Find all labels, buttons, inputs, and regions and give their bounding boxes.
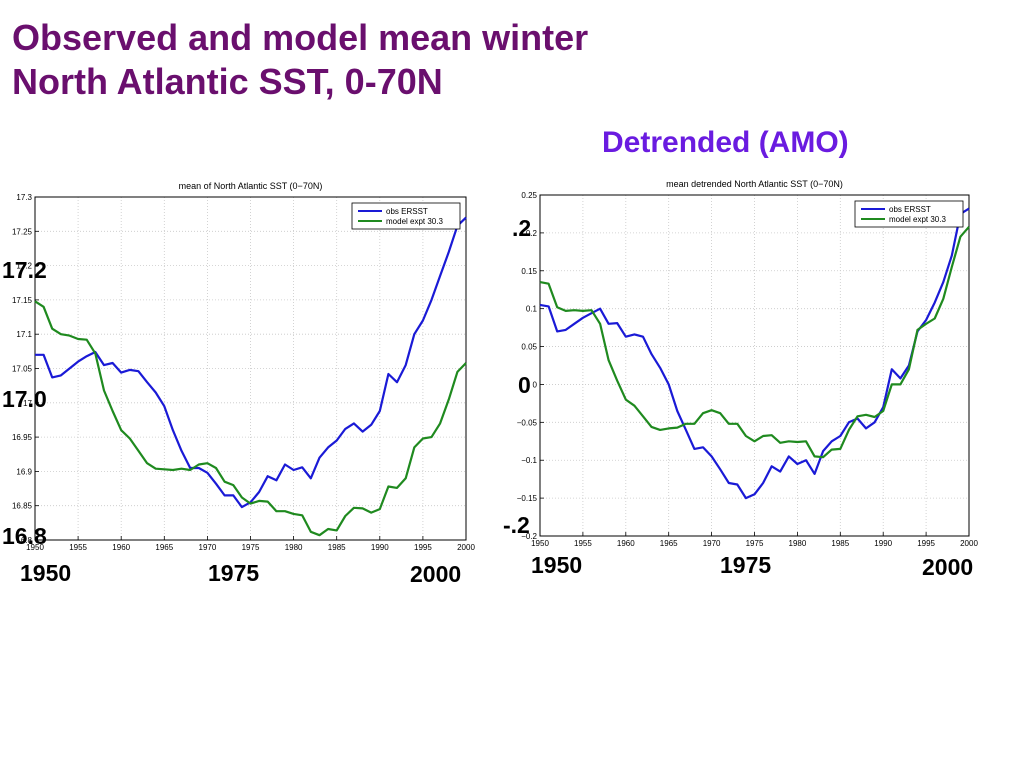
right-overlay-x-label: 2000 [922, 554, 974, 580]
right-overlay-x-label: 1950 [531, 552, 583, 578]
right-x-tick-label: 1985 [831, 539, 849, 548]
left-y-tick-label: 16.8 [16, 536, 32, 545]
left-overlay-y-label: 16.8 [2, 523, 47, 549]
right-x-tick-label: 1965 [660, 539, 678, 548]
left-y-tick-label: 16.9 [16, 467, 32, 476]
right-series-line-obs [539, 207, 970, 500]
left-axes-frame [34, 196, 467, 541]
left-x-tick-label: 1950 [26, 543, 44, 552]
slide-subtitle: Detrended (AMO) [602, 126, 849, 159]
right-x-tick-label: 1950 [531, 539, 549, 548]
right-legend-box [854, 200, 964, 228]
left-overlay-y-label: 17.2 [2, 257, 47, 283]
left-x-tick-label: 1970 [199, 543, 217, 552]
right-overlay-y-label: 0 [518, 372, 531, 398]
right-y-tick-label: 0 [533, 380, 538, 389]
left-series-line-model [34, 300, 467, 537]
left-overlay-x-label: 1975 [208, 560, 260, 586]
right-x-tick-label: 1960 [617, 539, 635, 548]
right-y-tick-label: 0.1 [526, 305, 538, 314]
left-y-tick-label: 17.2 [16, 262, 32, 271]
left-y-tick-label: 17.15 [12, 296, 33, 305]
right-y-tick-label: 0.2 [526, 229, 538, 238]
left-x-tick-label: 1965 [155, 543, 173, 552]
right-y-tick-label: 0.05 [521, 343, 537, 352]
left-legend-box [351, 202, 461, 230]
left-x-tick-label: 1960 [112, 543, 130, 552]
left-y-tick-label: 16.85 [12, 502, 33, 511]
left-x-tick-label: 1985 [328, 543, 346, 552]
right-chart: mean detrended North Atlantic SST (0−70N… [510, 176, 982, 548]
right-y-tick-label: 0.25 [521, 191, 537, 200]
right-axes-frame [539, 194, 970, 537]
right-y-tick-label: −0.1 [521, 456, 537, 465]
right-x-tick-label: 1975 [746, 539, 764, 548]
left-y-tick-label: 17 [23, 399, 32, 408]
right-x-tick-label: 2000 [960, 539, 978, 548]
left-y-tick-label: 17.1 [16, 330, 32, 339]
left-chart-title: mean of North Atlantic SST (0−70N) [179, 181, 323, 191]
right-y-tick-label: −0.15 [517, 494, 538, 503]
left-y-tick-label: 17.05 [12, 365, 33, 374]
right-x-tick-label: 1955 [574, 539, 592, 548]
left-x-tick-label: 1980 [285, 543, 303, 552]
left-overlay-y-label: 17.0 [2, 386, 47, 412]
left-chart: mean of North Atlantic SST (0−70N) 1950 19… [0, 178, 476, 552]
right-overlay-y-label: .2 [512, 215, 532, 241]
left-chart-background [0, 178, 476, 550]
right-y-tick-label: 0.15 [521, 267, 537, 276]
left-x-tick-label: 1990 [371, 543, 389, 552]
right-x-tick-label: 1990 [874, 539, 892, 548]
right-legend-label: obs ERSST [889, 205, 931, 214]
left-legend-label: obs ERSST [386, 207, 428, 216]
right-overlay-x-label: 1975 [720, 552, 772, 578]
right-legend-label: model expt 30.3 [889, 215, 946, 224]
right-y-tick-label: −0.2 [521, 532, 537, 541]
left-legend-label: model expt 30.3 [386, 217, 443, 226]
right-x-tick-label: 1970 [703, 539, 721, 548]
slide-title-line1: Observed and model mean winter [12, 17, 589, 58]
left-overlay-x-label: 2000 [410, 561, 462, 587]
right-overlay-y-label: -.2 [503, 512, 530, 538]
left-x-tick-label: 2000 [457, 543, 475, 552]
left-x-tick-label: 1975 [242, 543, 260, 552]
slide-title-line2: North Atlantic SST, 0-70N [12, 61, 443, 102]
right-series-line-model [539, 226, 970, 459]
slide-title: Observed and model mean winter North Atl… [12, 16, 588, 104]
left-x-tick-label: 1955 [69, 543, 87, 552]
right-y-tick-label: −0.05 [517, 418, 538, 427]
right-x-tick-label: 1980 [789, 539, 807, 548]
left-y-tick-label: 17.3 [16, 193, 32, 202]
right-chart-background [510, 176, 982, 542]
left-y-tick-label: 16.95 [12, 433, 33, 442]
right-x-tick-label: 1995 [917, 539, 935, 548]
left-overlay-x-label: 1950 [20, 560, 72, 586]
left-y-tick-label: 17.25 [12, 227, 33, 236]
left-x-tick-label: 1995 [414, 543, 432, 552]
right-chart-title: mean detrended North Atlantic SST (0−70N… [666, 179, 843, 189]
